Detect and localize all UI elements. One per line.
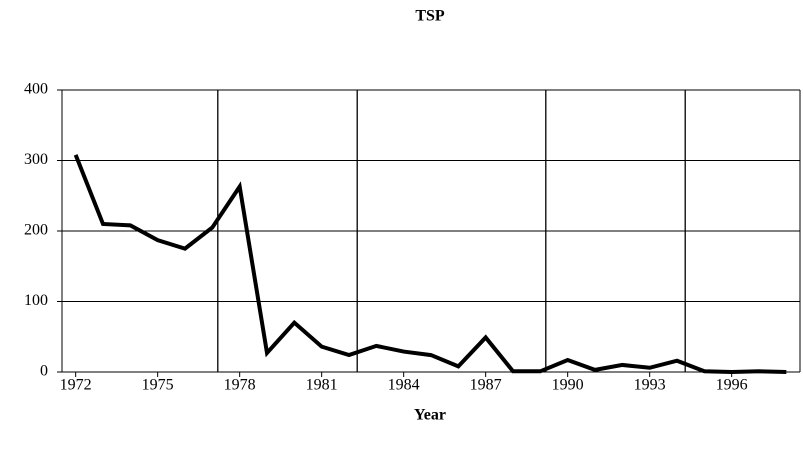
chart-title: TSP xyxy=(415,8,445,25)
y-tick-label: 200 xyxy=(24,222,48,239)
x-tick-label: 1975 xyxy=(142,377,174,394)
y-tick-label: 300 xyxy=(24,151,48,168)
y-tick-label: 100 xyxy=(24,292,48,309)
x-tick-label: 1981 xyxy=(306,377,338,394)
x-tick-label: 1978 xyxy=(224,377,256,394)
x-tick-label: 1996 xyxy=(716,377,748,394)
x-tick-label: 1972 xyxy=(60,377,92,394)
y-tick-label: 0 xyxy=(40,363,48,380)
y-tick-label: 400 xyxy=(24,81,48,98)
x-tick-label: 1984 xyxy=(388,377,420,394)
x-tick-label: 1987 xyxy=(470,377,502,394)
data-line xyxy=(73,154,787,375)
x-tick-label: 1993 xyxy=(634,377,666,394)
x-tick-label: 1990 xyxy=(552,377,584,394)
x-axis-label: Year xyxy=(414,407,446,424)
